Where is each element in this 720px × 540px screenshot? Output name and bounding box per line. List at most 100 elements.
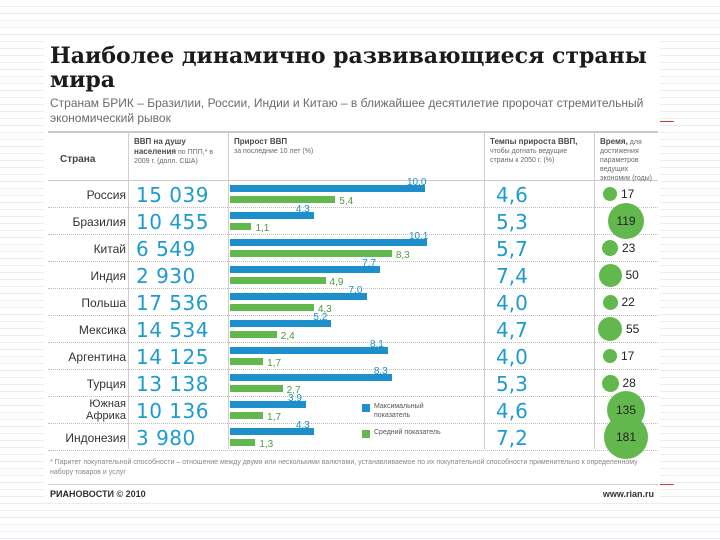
years-value: 23 [622, 241, 636, 255]
country-name: Мексика [78, 323, 126, 337]
years-bubble [598, 317, 622, 341]
table-row: Китай 6 549 10,1 8,3 5,7 23 [48, 232, 658, 262]
bar-avg-label: 2,7 [286, 385, 301, 396]
header-gdp-rest: по ППП,* в 2009 г. (долл. США) [134, 149, 214, 165]
table-row: Россия 15 039 10,0 5,4 4,6 17 [48, 177, 658, 208]
country-name: Аргентина [68, 350, 126, 364]
bar-avg-label: 1,7 [267, 358, 282, 369]
table-header: Страна ВВП на душу населения по ППП,* в … [48, 131, 660, 183]
bar-max-growth [230, 185, 425, 192]
country-name: Россия [86, 188, 126, 202]
bar-max-growth [230, 266, 381, 273]
column-divider [484, 131, 485, 449]
bar-max-label: 7,7 [362, 258, 377, 269]
header-growth-rest: за последние 10 лет (%) [234, 148, 314, 155]
years-bubble [608, 203, 644, 239]
column-divider [128, 131, 129, 449]
bar-avg-growth [230, 439, 256, 446]
table-row: Турция 13 138 8,3 2,7 5,3 28 [48, 366, 658, 397]
years-bubble [602, 294, 618, 310]
gdp-value: 10 136 [136, 399, 209, 423]
slide-mark [660, 121, 674, 122]
bar-max-growth [230, 212, 314, 219]
page-title: Наиболее динамично развивающиеся страны … [50, 43, 647, 93]
slide-mark [660, 484, 674, 485]
country-name: Польша [81, 296, 126, 310]
country-name: Турция [86, 377, 126, 391]
years-value: 17 [621, 349, 635, 363]
growth-rate-value: 4,7 [496, 318, 528, 342]
growth-rate-value: 5,3 [496, 210, 528, 234]
header-time-bold: Время, [600, 137, 628, 146]
header-rate: Темпы прироста ВВП, чтобы догнать ведущи… [490, 137, 590, 165]
gdp-value: 2 930 [136, 264, 196, 288]
header-time: Время, для достижения параметров ведущих… [600, 137, 660, 183]
footer-divider [48, 484, 658, 485]
bar-max-growth [230, 239, 427, 246]
copyright: © 2010 [116, 489, 146, 499]
bar-avg-growth [230, 196, 336, 203]
bar-max-growth [230, 428, 314, 435]
bar-max-label: 7,0 [348, 285, 363, 296]
legend-avg: Средний показатель [374, 429, 441, 436]
years-bubble [601, 374, 619, 392]
bar-avg-label: 1,3 [259, 439, 274, 450]
years-value: 119 [616, 214, 636, 228]
table-row: Мексика 14 534 5,2 2,4 4,7 55 [48, 312, 658, 343]
bar-max-label: 5,2 [313, 312, 328, 323]
growth-rate-value: 4,6 [496, 399, 528, 423]
table-row: Польша 17 536 7,0 4,3 4,0 22 [48, 285, 658, 316]
years-bubble [602, 240, 618, 256]
years-bubble [604, 415, 648, 459]
bar-max-growth [230, 374, 392, 381]
bar-max-growth [230, 320, 332, 327]
gdp-value: 15 039 [136, 183, 209, 207]
legend-max-swatch [362, 404, 370, 412]
header-rate-rest: чтобы догнать ведущие страны к 2050 г. (… [490, 148, 568, 164]
growth-rate-value: 4,0 [496, 345, 528, 369]
country-name: Индия [90, 269, 126, 283]
years-value: 17 [621, 187, 635, 201]
bar-max-growth [230, 347, 388, 354]
bar-avg-label: 1,1 [255, 223, 270, 234]
years-value: 28 [622, 376, 636, 390]
bar-avg-growth [230, 385, 283, 392]
gdp-value: 3 980 [136, 426, 196, 450]
legend-max: Максимальный показатель [374, 403, 424, 419]
header-gdp-bold: ВВП на душу населения [134, 137, 186, 156]
footnote: * Паритет покупательной способности – от… [50, 459, 638, 476]
bar-max-growth [230, 401, 307, 408]
years-bubble [603, 349, 617, 363]
gdp-value: 14 125 [136, 345, 209, 369]
site-url: www.rian.ru [602, 489, 654, 499]
bar-max-label: 8,1 [369, 339, 384, 350]
header-country: Страна [60, 154, 96, 165]
growth-rate-value: 4,0 [496, 291, 528, 315]
years-value: 181 [615, 430, 637, 444]
page-subtitle: Странам БРИК – Бразилии, России, Индии и… [50, 96, 644, 125]
bar-max-growth [230, 293, 367, 300]
growth-rate-value: 5,7 [496, 237, 528, 261]
years-value: 135 [615, 403, 637, 417]
gdp-value: 13 138 [136, 372, 209, 396]
bar-avg-growth [230, 304, 314, 311]
growth-rate-value: 7,4 [496, 264, 528, 288]
country-name: Китай [93, 242, 126, 256]
years-bubble [603, 187, 617, 201]
gdp-value: 10 455 [136, 210, 209, 234]
table-row: Бразилия 10 455 4,3 1,1 5,3 119 [48, 203, 658, 239]
bar-max-label: 10,0 [407, 177, 427, 188]
bar-max-label: 8,3 [373, 366, 388, 377]
bar-avg-label: 2,4 [280, 331, 295, 342]
table-row: Южная Африка 10 136 3,9 1,7 4,6 135 [48, 391, 658, 429]
column-divider [228, 131, 229, 449]
bar-avg-growth [230, 331, 277, 338]
header-growth: Прирост ВВП за последние 10 лет (%) [234, 137, 394, 156]
bar-avg-label: 4,9 [329, 277, 344, 288]
years-bubble [598, 263, 622, 287]
ria-logo: РИАНОВОСТИ © 2010 [50, 489, 146, 499]
bar-avg-label: 5,4 [339, 196, 354, 207]
growth-rate-value: 7,2 [496, 426, 528, 450]
header-growth-bold: Прирост ВВП [234, 137, 288, 146]
country-name: Бразилия [72, 215, 127, 229]
